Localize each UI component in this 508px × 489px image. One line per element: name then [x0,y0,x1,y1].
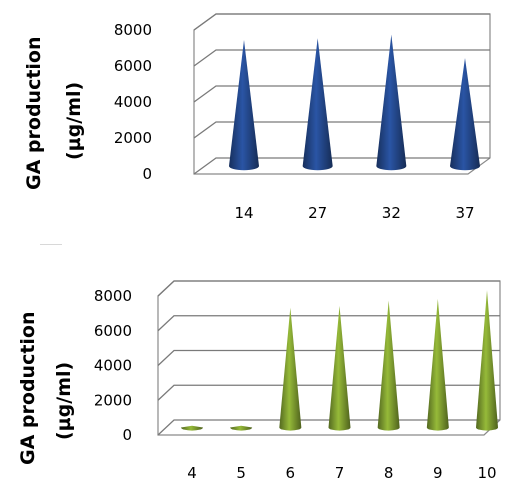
bar-cone [229,40,259,171]
bar-cone [376,34,407,171]
bar-cone [302,38,333,171]
chart-top-ylabel-line2: (µg/ml) [63,82,85,160]
y-tick-label: 4000 [94,357,132,375]
chart-top-x-tick-labels: 14 27 32 37 [234,204,474,222]
y-tick-label: 8000 [94,287,132,305]
chart-bottom-gridlines [157,280,500,436]
back-wall [157,280,501,436]
x-tick-label: 9 [433,464,443,482]
x-tick-label: 7 [335,464,345,482]
gridline [157,280,500,297]
chart-top-ylabel-line1: GA production [23,36,45,190]
bar-cone [181,425,203,431]
bar-cone [230,425,253,431]
x-tick-label: 32 [382,204,401,222]
y-tick-label: 4000 [114,93,152,111]
chart-top: 0 2000 4000 6000 8000 14 27 32 37 GA production… [23,13,491,222]
chart-bottom-x-tick-labels: 4 5 6 7 8 9 10 [187,464,496,482]
x-tick-label: 8 [384,464,394,482]
bar-cone [279,307,302,431]
y-tick-label: 0 [122,426,132,444]
chart-bottom-ylabel-line1: GA production [17,311,39,465]
gridline [157,349,500,366]
x-tick-label: 10 [477,464,496,482]
bar-cone [377,300,400,431]
x-tick-label: 6 [286,464,296,482]
y-tick-label: 6000 [114,57,152,75]
x-tick-label: 27 [308,204,327,222]
bar-cone [476,290,498,431]
chart-bottom-walls [157,280,501,436]
gridline [157,315,500,332]
chart-bottom-ylabel-line2: (µg/ml) [53,362,75,440]
gridline [157,419,500,436]
chart-bottom-y-tick-labels: 0 2000 4000 6000 8000 [94,287,132,444]
x-tick-label: 5 [236,464,246,482]
gridline [193,85,490,103]
y-tick-label: 6000 [94,322,132,340]
x-tick-label: 4 [187,464,197,482]
gridline [193,13,490,31]
gridline [157,384,500,401]
chart-bottom-bars [181,290,498,431]
x-tick-label: 14 [234,204,253,222]
divider-mark [40,244,62,245]
bar-cone [450,58,480,171]
y-tick-label: 2000 [114,129,152,147]
chart-top-y-tick-labels: 0 2000 4000 6000 8000 [114,21,152,183]
bar-cone [328,305,351,431]
y-tick-label: 0 [142,165,152,183]
y-tick-label: 8000 [114,21,152,39]
y-tick-label: 2000 [94,391,132,409]
gridline [193,49,490,67]
chart-top-bars [229,34,480,171]
bar-cone [426,298,449,431]
x-tick-label: 37 [455,204,474,222]
